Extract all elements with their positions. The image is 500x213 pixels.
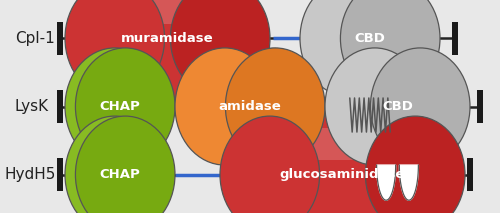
Text: LysK: LysK <box>15 99 49 114</box>
Bar <box>375 60 420 92</box>
Bar <box>115 0 220 24</box>
Bar <box>350 0 390 97</box>
Ellipse shape <box>366 116 465 213</box>
Bar <box>225 48 275 165</box>
Bar <box>115 48 125 165</box>
Text: CBD: CBD <box>354 32 386 45</box>
Text: HydH5: HydH5 <box>5 167 57 182</box>
Ellipse shape <box>65 116 164 213</box>
Text: CHAP: CHAP <box>100 168 140 181</box>
Text: Cpl-1: Cpl-1 <box>15 31 55 46</box>
Ellipse shape <box>65 48 164 165</box>
Bar <box>56 22 63 55</box>
Bar <box>477 90 483 123</box>
Text: CHAP: CHAP <box>100 100 140 113</box>
Bar <box>270 116 415 213</box>
Text: CBD: CBD <box>382 100 413 113</box>
Text: muramidase: muramidase <box>121 32 214 45</box>
Bar <box>270 128 415 160</box>
Ellipse shape <box>226 48 325 165</box>
Ellipse shape <box>65 0 164 97</box>
Bar <box>115 128 125 160</box>
Polygon shape <box>376 165 396 200</box>
Ellipse shape <box>340 0 440 97</box>
Ellipse shape <box>76 48 175 165</box>
Bar <box>225 60 275 92</box>
Polygon shape <box>400 165 418 200</box>
Ellipse shape <box>370 48 470 165</box>
Ellipse shape <box>175 48 274 165</box>
Bar <box>115 60 125 92</box>
Bar <box>115 0 220 97</box>
Bar <box>375 48 420 165</box>
Ellipse shape <box>300 0 400 97</box>
Ellipse shape <box>325 48 424 165</box>
Ellipse shape <box>170 0 270 97</box>
Text: amidase: amidase <box>218 100 282 113</box>
Ellipse shape <box>76 116 175 213</box>
Bar <box>350 0 390 24</box>
Ellipse shape <box>220 116 320 213</box>
Bar <box>56 90 63 123</box>
Bar <box>452 22 458 55</box>
Text: glucosaminidase: glucosaminidase <box>280 168 405 181</box>
Bar <box>115 116 125 213</box>
Bar <box>467 158 473 191</box>
Bar <box>56 158 63 191</box>
